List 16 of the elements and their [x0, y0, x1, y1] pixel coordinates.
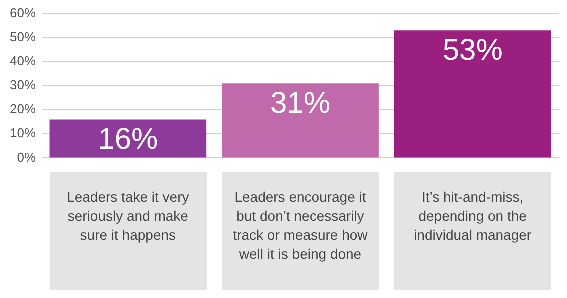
- bar: [394, 30, 552, 158]
- bar: [50, 120, 207, 158]
- data-label: 53%: [442, 34, 503, 67]
- x-tick-label: Leaders encourage it but don’t necessarily track or measure how well it is being done: [222, 172, 379, 290]
- y-tick-label: 60%: [10, 5, 36, 20]
- y-tick-label: 10%: [10, 126, 36, 141]
- x-tick-label: It’s hit-and-miss, depending on the individual manager: [394, 172, 552, 290]
- bar: [222, 84, 379, 158]
- data-label: 31%: [270, 86, 331, 120]
- x-tick-label: Leaders take it very seriously and make sure it happens: [50, 172, 207, 290]
- y-tick-label: 50%: [10, 29, 36, 44]
- y-tick-label: 20%: [10, 102, 36, 117]
- y-tick-label: 0%: [17, 150, 36, 165]
- y-tick-label: 30%: [10, 78, 36, 93]
- y-tick-label: 40%: [10, 54, 36, 69]
- data-label: 16%: [98, 122, 158, 156]
